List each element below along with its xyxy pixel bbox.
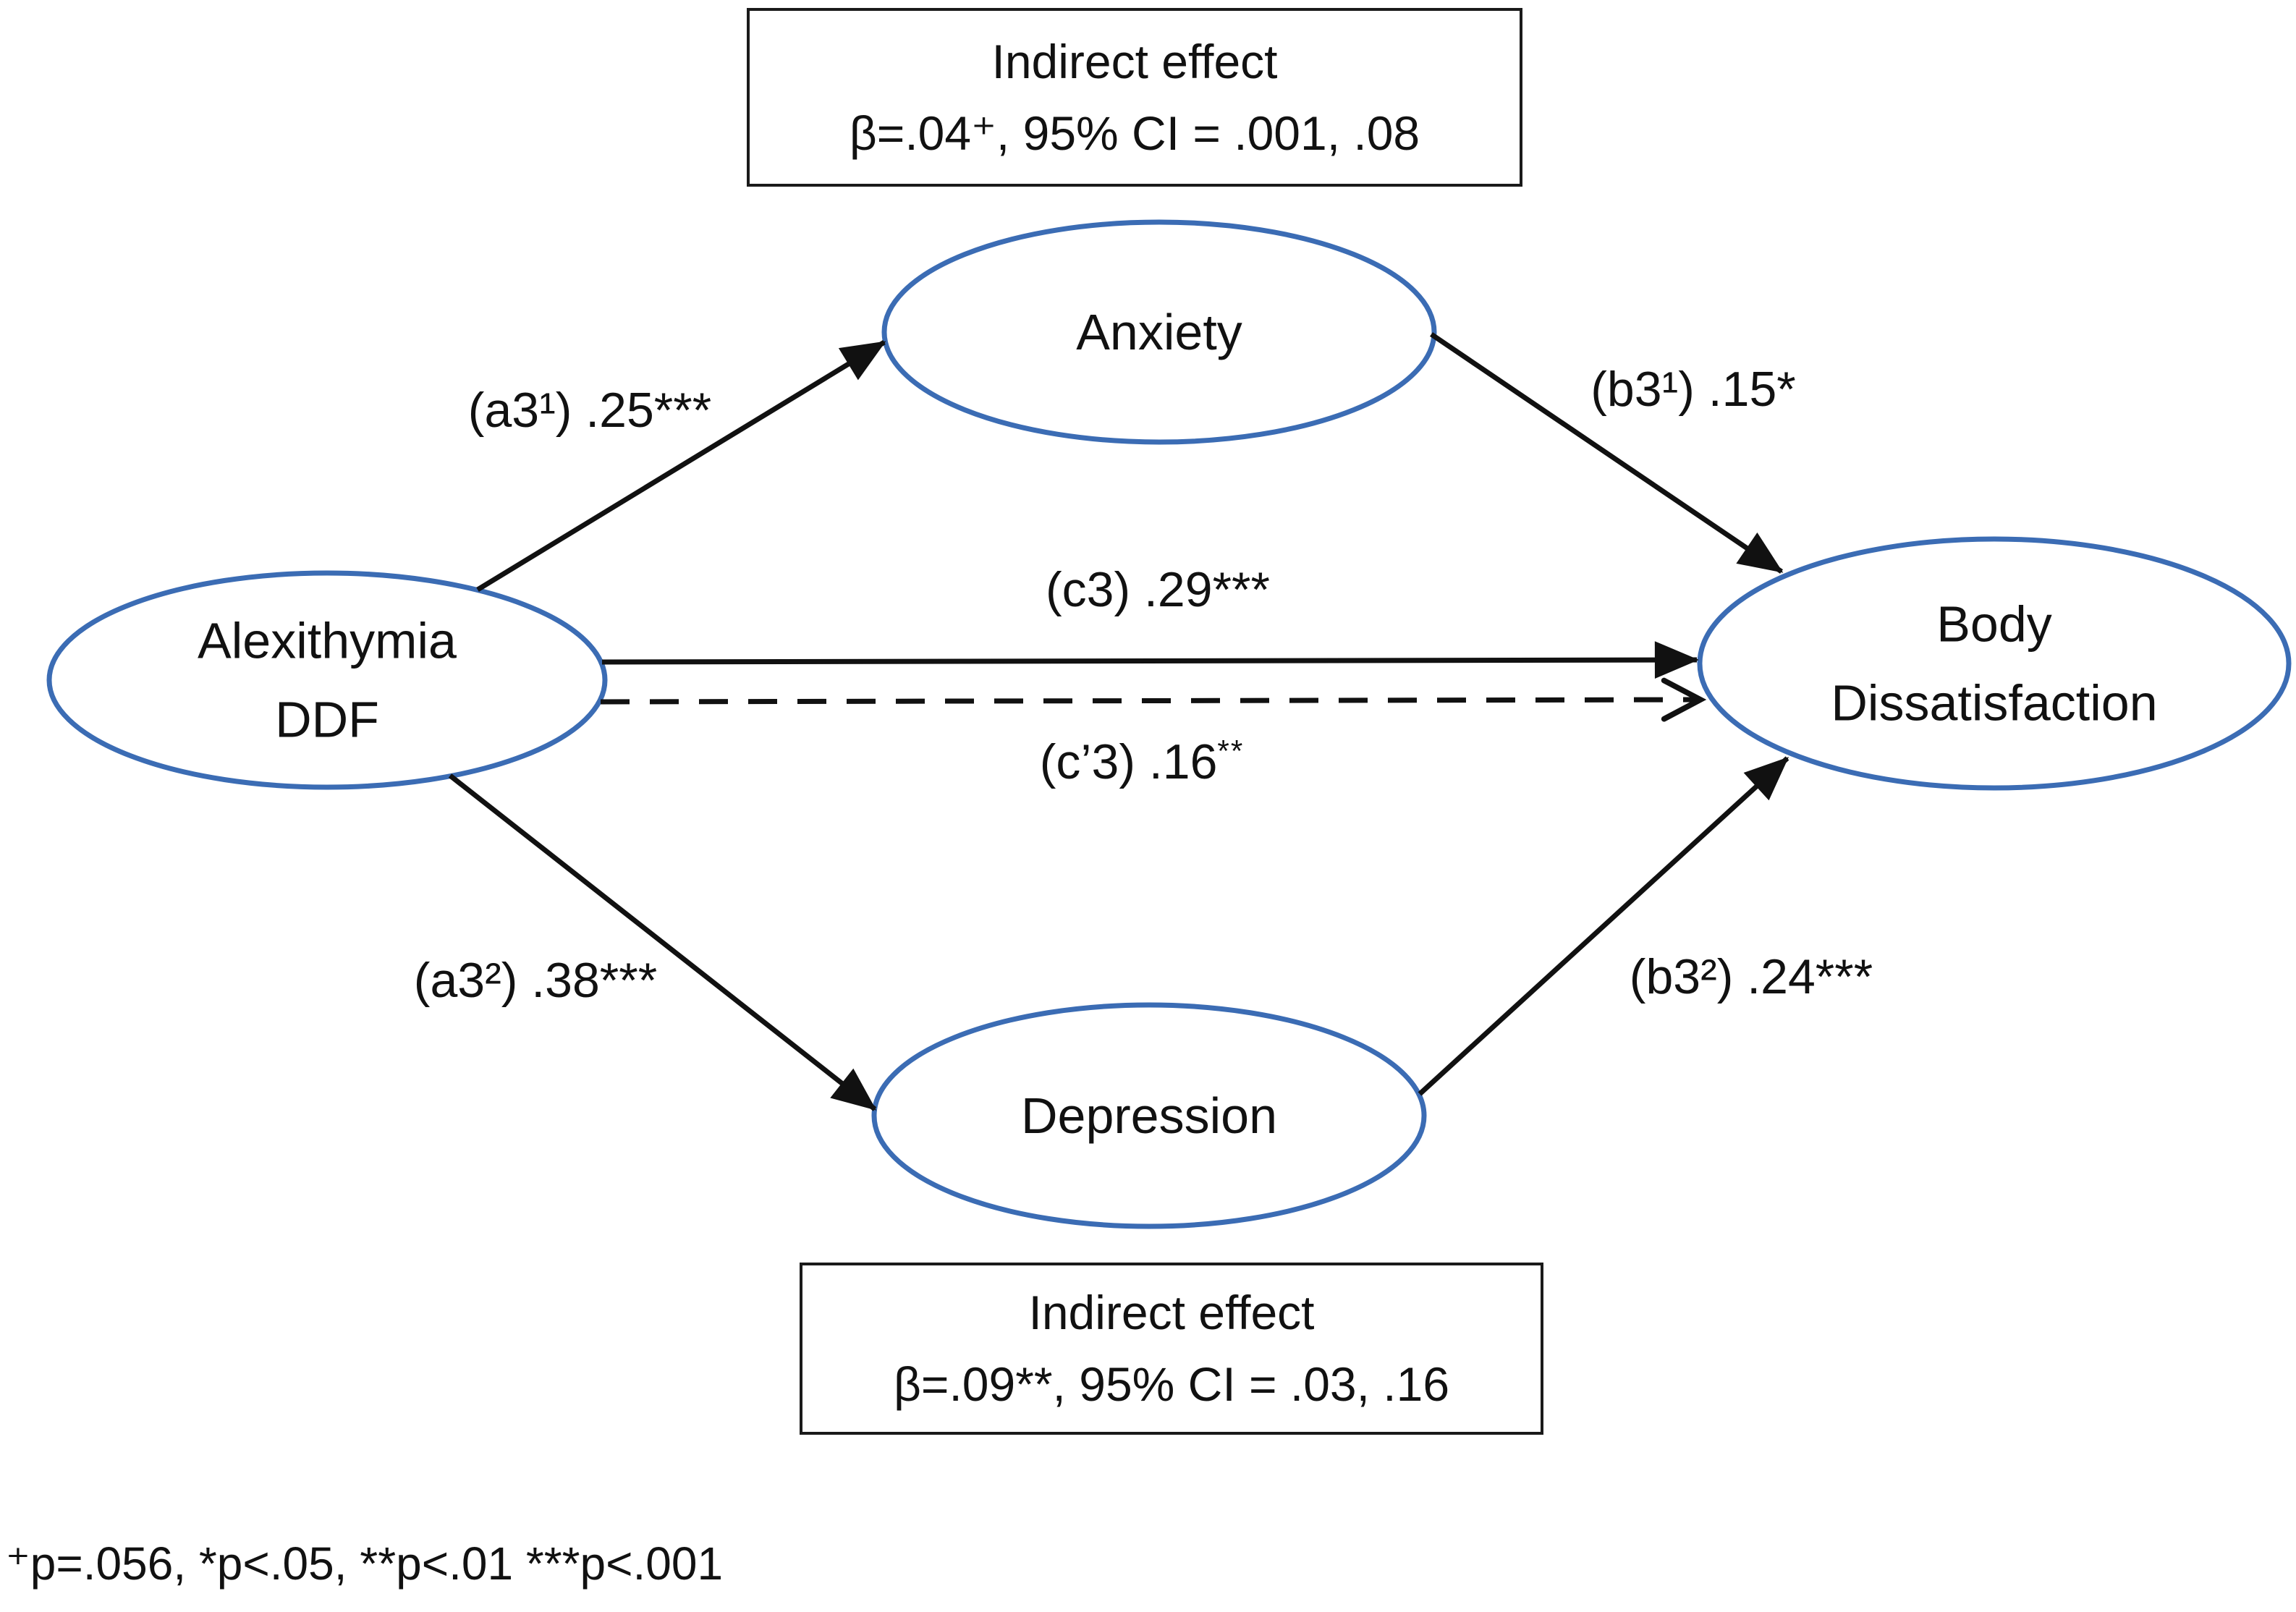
anxiety-node-label: Anxiety <box>1076 303 1242 360</box>
path-label-b3-1: (b3¹) .15* <box>1590 362 1796 417</box>
depression-node-ellipse <box>871 1002 1427 1229</box>
path-label-b3-2: (b3²) .24*** <box>1629 949 1873 1004</box>
alexithymia-node-ellipse <box>46 570 608 790</box>
anxiety-node-ellipse <box>881 219 1437 445</box>
arrow-a3-2-alexithymia-to-depression <box>448 773 877 1111</box>
indirect-effect-box-top: Indirect effect β=.04⁺, 95% CI = .001, .… <box>747 8 1522 187</box>
arrow-c3-direct-effect <box>601 641 1699 679</box>
indirect-effect-box-top-stats: β=.04⁺, 95% CI = .001, .08 <box>849 106 1420 160</box>
indirect-effect-box-top-title: Indirect effect <box>991 34 1278 88</box>
body-dissatisfaction-node-ellipse <box>1697 536 2292 791</box>
indirect-effect-box-bottom-title: Indirect effect <box>1028 1286 1315 1340</box>
path-label-c3: (c3) .29*** <box>1046 562 1270 617</box>
body-dissatisfaction-node-label: Body Dissatisfaction <box>1831 595 2158 731</box>
path-label-c-prime-3: (c’3) .16** <box>1040 734 1244 790</box>
arrow-b3-2-depression-to-body <box>1418 756 1789 1096</box>
significance-footnote: ⁺p=.056, *p<.05, **p<.01 ***p<.001 <box>6 1537 724 1590</box>
depression-node-label: Depression <box>1020 1087 1278 1144</box>
path-label-a3-1: (a3¹) .25*** <box>467 383 712 438</box>
indirect-effect-box-bottom-stats: β=.09**, 95% CI = .03, .16 <box>893 1357 1450 1411</box>
arrow-b3-1-anxiety-to-body <box>1430 332 1784 574</box>
arrow-a3-1-alexithymia-to-anxiety <box>476 340 886 592</box>
path-label-c-prime-3-value: (c’3) .16 <box>1039 734 1218 789</box>
arrow-c-prime-3-direct-effect-dashed <box>600 677 1707 722</box>
alexithymia-node-label: Alexithymia DDF <box>198 612 457 748</box>
indirect-effect-box-bottom: Indirect effect β=.09**, 95% CI = .03, .… <box>800 1263 1543 1435</box>
path-label-a3-2: (a3²) .38*** <box>413 953 658 1008</box>
path-label-c-prime-3-significance: ** <box>1217 734 1245 768</box>
